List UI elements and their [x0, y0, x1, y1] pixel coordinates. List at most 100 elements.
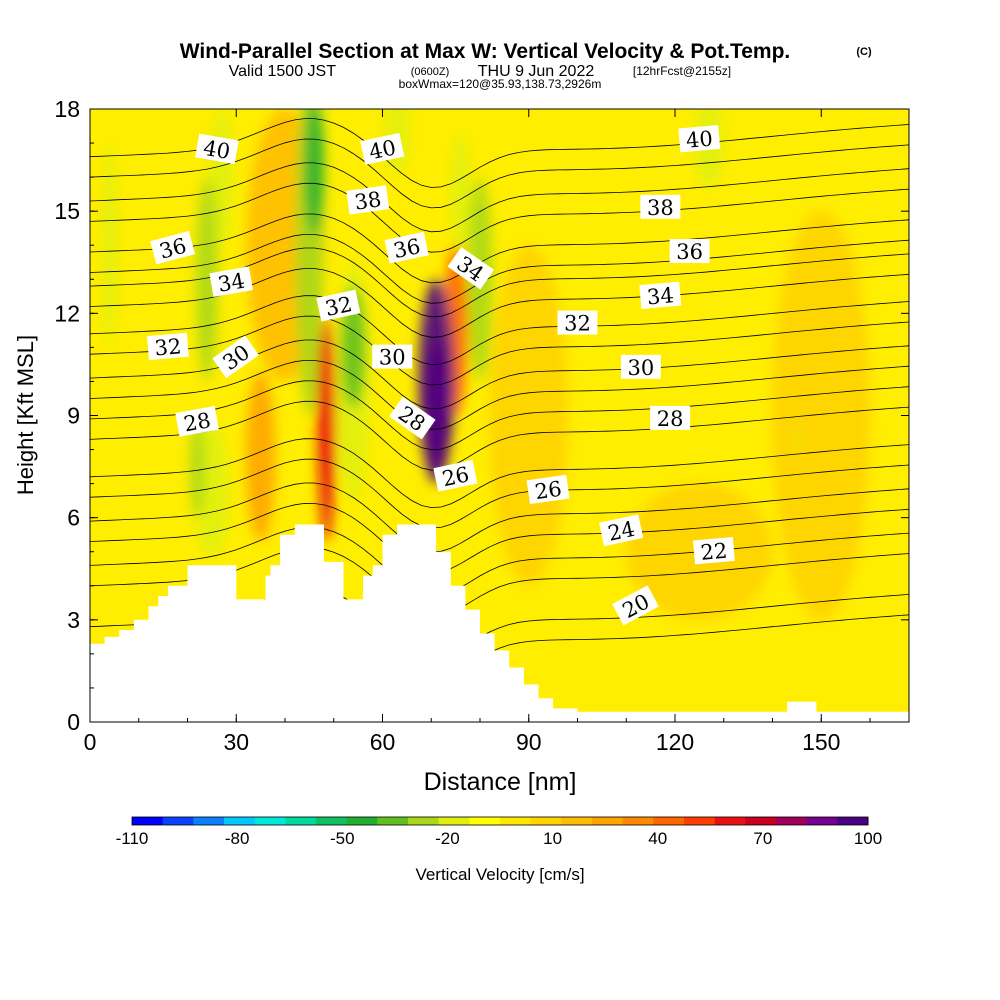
theta-label-38-box	[346, 185, 390, 215]
theta-label-32-box	[146, 332, 189, 361]
theta-label-extra-8-box	[557, 310, 598, 335]
colorbar-swatch-2	[193, 817, 225, 825]
x-tick-label: 90	[516, 729, 542, 755]
theta-label-28-text: 28	[182, 408, 212, 436]
y-tick-label: 6	[67, 505, 80, 531]
theta-contour-22-1	[90, 526, 909, 597]
theta-label-26-box	[526, 474, 570, 505]
colorbar-swatch-20	[745, 817, 777, 825]
y-tick-label: 9	[67, 403, 80, 429]
theta-contour-26-0	[90, 458, 909, 529]
theta-label-40-box	[195, 133, 239, 165]
colorbar-outline	[131, 816, 869, 826]
theta-label-extra-1-box	[678, 124, 721, 153]
theta-label-extra-7-text: 32	[323, 292, 354, 321]
theta-label-extra-4-box	[669, 239, 710, 264]
colorbar-tick-label: 10	[543, 829, 562, 848]
colorbar-swatch-22	[806, 817, 838, 825]
chart-subtitle-date: THU 9 Jun 2022	[478, 63, 595, 80]
theta-label-extra-1: 40	[678, 124, 721, 153]
theta-contour-24-0	[90, 502, 909, 573]
theta-label-34-text: 34	[216, 269, 246, 297]
x-tick-label: 120	[656, 729, 694, 755]
theta-label-26-text: 26	[533, 477, 563, 504]
theta-contour-32-0	[90, 315, 909, 386]
theta-contour-30-0	[90, 360, 909, 430]
theta-label-24-text: 24	[606, 517, 637, 546]
theta-label-22: 22	[692, 537, 735, 565]
theta-label-38: 38	[346, 185, 390, 215]
colorbar-swatch-7	[346, 817, 378, 825]
theta-label-24: 24	[599, 514, 644, 547]
chart-subtitle-forecast: [12hrFcst@2155z]	[633, 64, 731, 78]
theta-contour-24-1	[90, 482, 909, 553]
theta-contour-36-0	[90, 234, 909, 304]
theta-label-extra-3: 36	[384, 231, 429, 264]
colorbar-swatch-8	[377, 817, 409, 825]
colorbar-swatch-10	[438, 817, 470, 825]
colorbar: -110 -80 -50 -20 10 40 70 100	[116, 816, 882, 848]
terrain-mask	[90, 524, 909, 722]
x-tick-label: 30	[223, 729, 249, 755]
theta-label-22-box	[692, 537, 735, 565]
theta-label-extra-12-text: 28	[657, 407, 684, 431]
theta-label-24-box	[599, 514, 644, 547]
theta-label-extra-9-text: 30	[379, 346, 406, 370]
theta-label-extra-7: 32	[316, 289, 361, 322]
colorbar-swatch-12	[500, 817, 532, 825]
theta-label-extra-6-box	[639, 281, 682, 310]
theta-contour-36-1	[90, 213, 909, 284]
w-feature-6	[450, 132, 471, 256]
theta-label-extra-10-text: 30	[628, 356, 655, 380]
theta-label-extra-7-box	[316, 289, 361, 322]
w-feature-3	[102, 143, 117, 348]
theta-label-extra-13-text: 26	[440, 462, 471, 491]
theta-label-extra-10-box	[620, 354, 661, 379]
theta-label-20-box	[612, 585, 659, 626]
theta-label-28-box	[175, 406, 219, 437]
colorbar-swatch-17	[653, 817, 685, 825]
theta-label-extra-2: 38	[640, 194, 681, 220]
theta-label-extra-0: 40	[360, 132, 405, 165]
theta-label-22-text: 22	[700, 539, 729, 565]
w-feature-7	[384, 109, 410, 174]
chart-title-main: Wind-Parallel Section at Max W: Vertical…	[180, 40, 791, 63]
theta-label-40: 40	[195, 133, 239, 165]
colorbar-swatch-9	[408, 817, 440, 825]
theta-label-extra-8: 32	[557, 310, 598, 336]
colorbar-swatch-18	[684, 817, 716, 825]
y-tick-label: 12	[54, 300, 80, 326]
y-tick-label: 0	[67, 709, 80, 735]
w-feature-17	[341, 286, 366, 409]
colorbar-tick-label: -50	[330, 829, 355, 848]
colorbar-swatch-16	[622, 817, 654, 825]
theta-label-32-text: 32	[154, 334, 183, 360]
theta-label-extra-10: 30	[620, 354, 661, 380]
colorbar-tick-label: 70	[753, 829, 772, 848]
w-feature-20	[304, 109, 324, 235]
theta-label-extra-11-box	[389, 396, 436, 440]
x-tick-label: 150	[802, 729, 840, 755]
theta-label-extra-2-text: 38	[647, 196, 674, 220]
theta-contour-26-1	[90, 438, 909, 509]
y-tick-label: 15	[54, 198, 80, 224]
theta-label-28: 28	[175, 406, 219, 437]
w-feature-13	[196, 177, 218, 382]
theta-contour-40-0	[90, 138, 909, 209]
theta-label-extra-4-text: 36	[676, 240, 703, 264]
colorbar-swatch-14	[561, 817, 593, 825]
theta-label-extra-5-box	[447, 246, 495, 290]
colorbar-tick-label: -80	[225, 829, 250, 848]
theta-contour-28-1	[90, 380, 909, 451]
x-tick-label: 0	[84, 729, 97, 755]
theta-contour-28-0	[90, 400, 909, 471]
colorbar-swatch-3	[224, 817, 256, 825]
vertical-velocity-field	[102, 109, 870, 620]
colorbar-swatch-11	[469, 817, 501, 825]
theta-label-30-box	[212, 335, 259, 379]
colorbar-tick-label: 100	[854, 829, 882, 848]
chart-subtitle-box-info: boxWmax=120@35.93,138.73,2926m	[399, 77, 602, 91]
